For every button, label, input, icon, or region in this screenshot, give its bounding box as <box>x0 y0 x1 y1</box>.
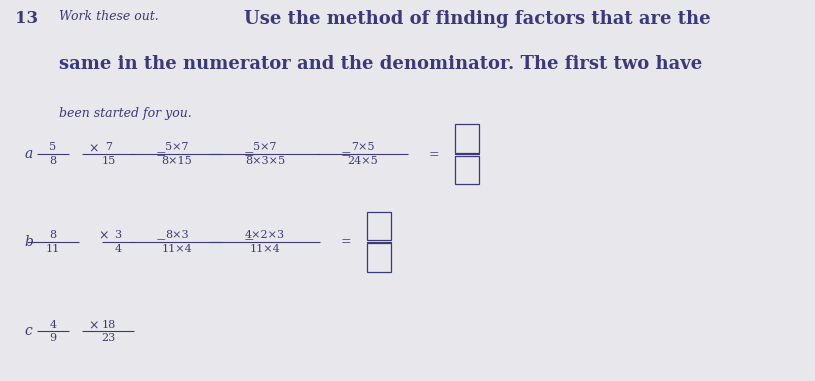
Text: =: = <box>341 235 352 248</box>
Text: ×: × <box>89 319 99 332</box>
Text: Use the method of finding factors that are the: Use the method of finding factors that a… <box>244 10 711 27</box>
Text: =: = <box>341 148 352 161</box>
Text: 23: 23 <box>101 333 116 343</box>
Text: Work these out.: Work these out. <box>59 10 158 22</box>
Text: =: = <box>243 148 254 161</box>
Text: 8×15: 8×15 <box>161 156 192 166</box>
Text: 8×3×5: 8×3×5 <box>244 156 285 166</box>
Text: 4×2×3: 4×2×3 <box>244 230 285 240</box>
Bar <box>367 212 391 240</box>
Text: c: c <box>24 325 33 338</box>
Text: 15: 15 <box>101 156 116 166</box>
Text: 7×5: 7×5 <box>351 142 374 152</box>
Text: a: a <box>24 147 33 161</box>
Text: been started for you.: been started for you. <box>59 107 192 120</box>
Text: =: = <box>155 235 166 248</box>
Text: 3: 3 <box>115 230 121 240</box>
Bar <box>367 243 391 272</box>
Text: b: b <box>24 235 33 249</box>
Text: ×: × <box>89 142 99 155</box>
Text: =: = <box>243 235 254 248</box>
Text: 5×7: 5×7 <box>253 142 276 152</box>
Text: 5×7: 5×7 <box>165 142 188 152</box>
Bar <box>455 156 479 184</box>
Text: 13: 13 <box>15 10 37 27</box>
Text: 4: 4 <box>115 244 121 254</box>
Text: 8: 8 <box>50 230 56 240</box>
Text: 5: 5 <box>50 142 56 152</box>
Text: =: = <box>155 148 166 161</box>
Text: 7: 7 <box>105 142 112 152</box>
Bar <box>455 124 479 153</box>
Text: 9: 9 <box>50 333 56 343</box>
Text: 11×4: 11×4 <box>249 244 280 254</box>
Text: 4: 4 <box>50 320 56 330</box>
Text: 24×5: 24×5 <box>347 156 378 166</box>
Text: same in the numerator and the denominator. The first two have: same in the numerator and the denominato… <box>59 55 702 73</box>
Text: 11: 11 <box>46 244 60 254</box>
Text: 18: 18 <box>101 320 116 330</box>
Text: ×: × <box>99 230 108 243</box>
Text: 8×3: 8×3 <box>165 230 188 240</box>
Text: 8: 8 <box>50 156 56 166</box>
Text: 11×4: 11×4 <box>161 244 192 254</box>
Text: =: = <box>429 148 440 161</box>
